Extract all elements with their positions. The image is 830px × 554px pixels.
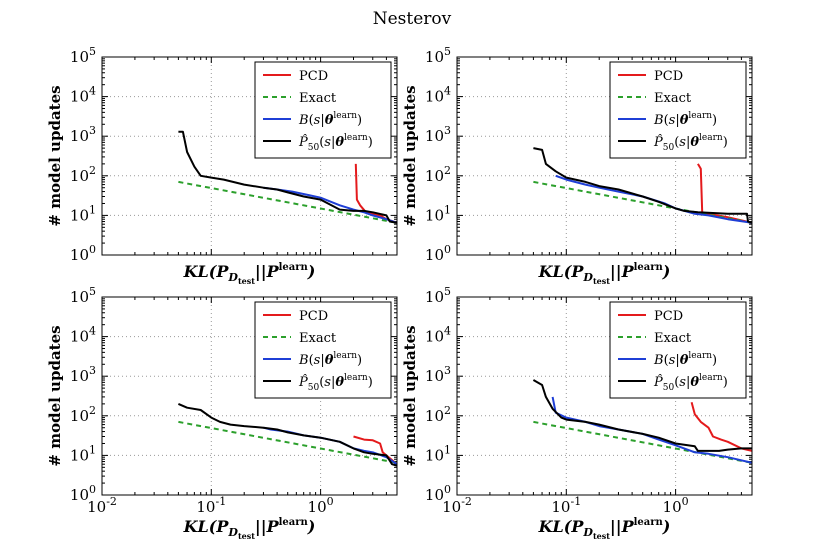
legend-label-exact: Exact bbox=[654, 91, 692, 106]
series-b bbox=[263, 186, 397, 224]
y-tick-label: 104 bbox=[425, 325, 451, 346]
y-tick-label: 100 bbox=[70, 243, 96, 264]
series-exact bbox=[178, 420, 397, 464]
series-b bbox=[551, 396, 752, 464]
series-p50 bbox=[532, 379, 752, 452]
chart-panel-1: 100 101 102 103 104 105 # model updates KL(PDte… bbox=[46, 45, 398, 286]
legend-label-exact: Exact bbox=[299, 91, 337, 106]
series-group bbox=[178, 130, 397, 224]
x-tick-label: 10-2 bbox=[442, 495, 472, 516]
plot-frame bbox=[456, 56, 753, 256]
legend-label-p50: P̂50(s|θlearn) bbox=[653, 373, 728, 393]
y-tick-label: 104 bbox=[70, 325, 96, 346]
legend-label-b: B(s|θlearn) bbox=[653, 111, 717, 128]
y-tick-label: 105 bbox=[425, 285, 451, 306]
legend-label-p50: P̂50(s|θlearn) bbox=[653, 133, 728, 153]
series-group bbox=[533, 147, 752, 224]
x-tick-label: 10-1 bbox=[196, 495, 226, 516]
y-tick-label: 102 bbox=[425, 164, 451, 185]
y-tick-label: 103 bbox=[70, 124, 96, 145]
y-tick-label: 100 bbox=[425, 243, 451, 264]
legend-label-pcd: PCD bbox=[654, 69, 683, 84]
legend-label-b: B(s|θlearn) bbox=[298, 351, 362, 368]
y-tick-label: 105 bbox=[70, 285, 96, 306]
series-exact bbox=[533, 180, 752, 224]
chart-panel-2: 100 101 102 103 104 105 # model updates KL(PDte… bbox=[401, 45, 753, 286]
y-tick-label: 102 bbox=[70, 164, 96, 185]
x-tick-label: 10-1 bbox=[551, 495, 581, 516]
legend-label-b: B(s|θlearn) bbox=[653, 351, 717, 368]
series-exact bbox=[178, 180, 397, 224]
series-pcd bbox=[690, 401, 752, 452]
legend: PCD Exact B(s|θlearn) P̂50(s|θlearn) bbox=[609, 301, 747, 399]
y-tick-label: 103 bbox=[70, 364, 96, 385]
chart-panel-4: 100 101 102 103 104 105 10-2 10-1 100 # model upd… bbox=[401, 285, 753, 541]
legend: PCD Exact B(s|θlearn) P̂50(s|θlearn) bbox=[254, 61, 392, 159]
series-group bbox=[177, 402, 397, 467]
figure-title: Nesterov bbox=[373, 9, 452, 29]
y-tick-label: 100 bbox=[70, 483, 96, 504]
y-tick-label: 105 bbox=[70, 45, 96, 66]
legend: PCD Exact B(s|θlearn) P̂50(s|θlearn) bbox=[254, 301, 392, 399]
legend-label-exact: Exact bbox=[299, 331, 337, 346]
legend-label-pcd: PCD bbox=[299, 69, 328, 84]
x-axis-label: KL(PDtest||Plearn) bbox=[538, 517, 671, 541]
plot-frame bbox=[101, 296, 398, 496]
x-tick-label: 10-2 bbox=[87, 495, 117, 516]
x-axis-label: KL(PDtest||Plearn) bbox=[183, 517, 316, 541]
x-axis-label: KL(PDtest||Plearn) bbox=[538, 262, 671, 286]
y-tick-label: 103 bbox=[425, 364, 451, 385]
series-group bbox=[532, 379, 752, 464]
legend: PCD Exact B(s|θlearn) P̂50(s|θlearn) bbox=[609, 61, 747, 159]
legend-label-exact: Exact bbox=[654, 331, 692, 346]
x-tick-label: 100 bbox=[663, 495, 689, 516]
legend-label-p50: P̂50(s|θlearn) bbox=[298, 373, 373, 393]
plot-frame bbox=[456, 296, 753, 496]
y-tick-label: 101 bbox=[70, 443, 96, 464]
y-tick-label: 100 bbox=[425, 483, 451, 504]
y-axis-label: # model updates bbox=[46, 325, 64, 466]
y-tick-label: 104 bbox=[70, 85, 96, 106]
y-tick-label: 103 bbox=[425, 124, 451, 145]
y-tick-label: 101 bbox=[425, 203, 451, 224]
y-tick-label: 101 bbox=[70, 203, 96, 224]
chart-panel-3: 100 101 102 103 104 105 10-2 10-1 100 # model upd… bbox=[46, 285, 398, 541]
y-tick-label: 102 bbox=[425, 404, 451, 425]
y-tick-label: 101 bbox=[425, 443, 451, 464]
legend-label-p50: P̂50(s|θlearn) bbox=[298, 133, 373, 153]
x-axis-label: KL(PDtest||Plearn) bbox=[183, 262, 316, 286]
y-tick-label: 102 bbox=[70, 404, 96, 425]
legend-label-pcd: PCD bbox=[654, 309, 683, 324]
y-tick-label: 105 bbox=[425, 45, 451, 66]
series-p50 bbox=[178, 130, 397, 224]
series-p50 bbox=[533, 147, 752, 224]
y-axis-label: # model updates bbox=[401, 85, 419, 226]
series-exact bbox=[533, 420, 752, 464]
series-p50 bbox=[177, 402, 397, 467]
y-tick-label: 104 bbox=[425, 85, 451, 106]
legend-label-b: B(s|θlearn) bbox=[298, 111, 362, 128]
legend-label-pcd: PCD bbox=[299, 309, 328, 324]
plot-frame bbox=[101, 56, 398, 256]
y-axis-label: # model updates bbox=[401, 325, 419, 466]
x-tick-label: 100 bbox=[308, 495, 334, 516]
y-axis-label: # model updates bbox=[46, 85, 64, 226]
